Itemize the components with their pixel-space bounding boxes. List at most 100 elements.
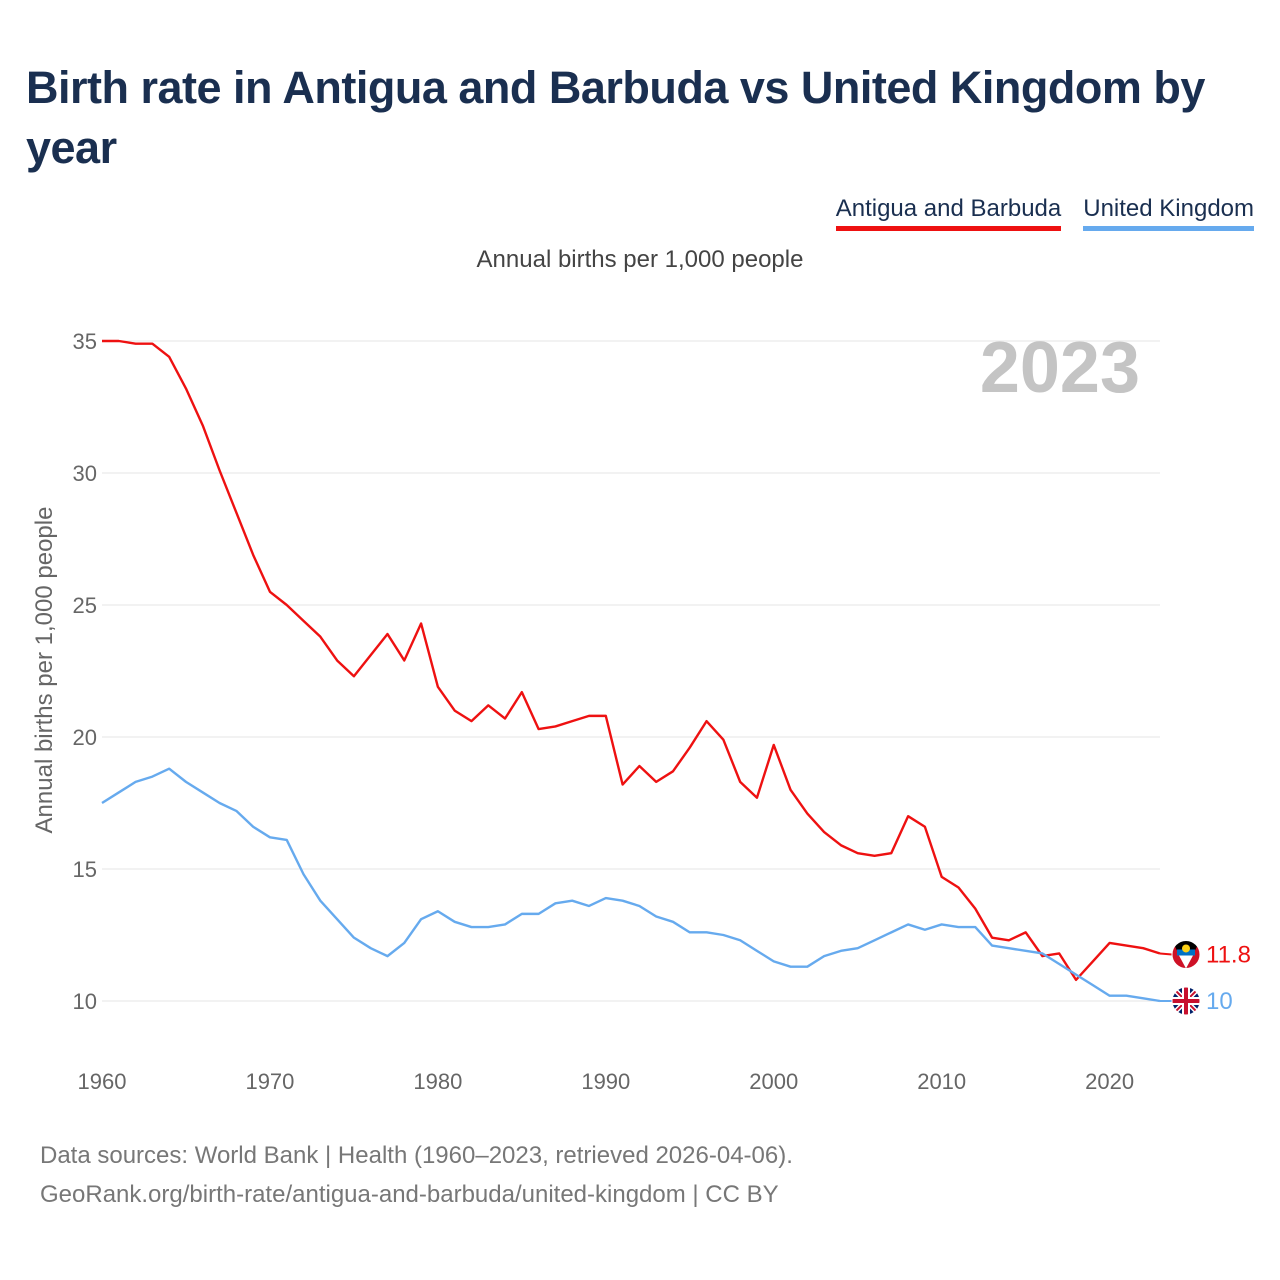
legend-item-united-kingdom[interactable]: United Kingdom — [1083, 195, 1254, 231]
data-point-united-kingdom — [452, 919, 458, 925]
data-point-united-kingdom — [855, 945, 861, 951]
data-point-antigua-and-barbuda — [1090, 958, 1096, 964]
data-point-united-kingdom — [1006, 945, 1012, 951]
end-marker-united-kingdom: 10 — [1160, 986, 1233, 1016]
end-marker-antigua-and-barbuda: 11.8 — [1159, 939, 1251, 969]
data-point-united-kingdom — [519, 911, 525, 917]
data-point-united-kingdom — [217, 800, 223, 806]
data-point-antigua-and-barbuda — [720, 737, 726, 743]
data-point-united-kingdom — [670, 919, 676, 925]
data-point-antigua-and-barbuda — [519, 689, 525, 695]
antigua-flag-icon — [1172, 940, 1200, 969]
data-point-united-kingdom — [301, 871, 307, 877]
data-point-united-kingdom — [704, 929, 710, 935]
data-point-antigua-and-barbuda — [1056, 950, 1062, 956]
y-tick-label: 20 — [73, 725, 97, 750]
data-point-united-kingdom — [435, 908, 441, 914]
data-point-antigua-and-barbuda — [468, 718, 474, 724]
x-axis-ticks: 1960 1970 1980 1990 2000 2010 2020 — [78, 1069, 1135, 1094]
data-point-united-kingdom — [771, 958, 777, 964]
y-tick-label: 10 — [73, 989, 97, 1014]
data-point-united-kingdom — [955, 924, 961, 930]
data-point-united-kingdom — [133, 779, 139, 785]
data-point-antigua-and-barbuda — [401, 657, 407, 663]
series-line-united-kingdom[interactable] — [101, 767, 1161, 1003]
data-point-united-kingdom — [149, 774, 155, 780]
data-point-antigua-and-barbuda — [620, 782, 626, 788]
data-point-united-kingdom — [687, 929, 693, 935]
data-point-united-kingdom — [99, 800, 105, 806]
data-point-antigua-and-barbuda — [1073, 977, 1079, 983]
series-line-antigua-and-barbuda[interactable] — [102, 339, 1161, 982]
data-point-antigua-and-barbuda — [1107, 940, 1113, 946]
data-point-united-kingdom — [1039, 950, 1045, 956]
end-value-label-antigua-and-barbuda: 11.8 — [1206, 941, 1251, 968]
y-tick-label: 15 — [73, 857, 97, 882]
data-point-antigua-and-barbuda — [754, 795, 760, 801]
data-point-united-kingdom — [922, 927, 928, 933]
data-point-united-kingdom — [872, 937, 878, 943]
data-point-antigua-and-barbuda — [586, 713, 592, 719]
data-point-united-kingdom — [972, 924, 978, 930]
data-point-united-kingdom — [636, 903, 642, 909]
x-tick-label: 2010 — [917, 1069, 966, 1094]
data-point-antigua-and-barbuda — [569, 718, 575, 724]
data-point-united-kingdom — [1107, 993, 1113, 999]
data-point-antigua-and-barbuda — [99, 338, 105, 344]
data-point-antigua-and-barbuda — [334, 657, 340, 663]
data-point-united-kingdom — [284, 837, 290, 843]
data-point-united-kingdom — [586, 903, 592, 909]
data-point-united-kingdom — [888, 929, 894, 935]
uk-flag-icon — [1172, 987, 1200, 1015]
data-point-antigua-and-barbuda — [788, 787, 794, 793]
data-point-antigua-and-barbuda — [200, 422, 206, 428]
data-point-antigua-and-barbuda — [485, 702, 491, 708]
x-tick-label: 1980 — [413, 1069, 462, 1094]
data-point-antigua-and-barbuda — [133, 341, 139, 347]
chart-title: Birth rate in Antigua and Barbuda vs Uni… — [26, 62, 1205, 173]
data-point-united-kingdom — [804, 964, 810, 970]
data-point-united-kingdom — [250, 824, 256, 830]
data-point-antigua-and-barbuda — [771, 742, 777, 748]
data-point-antigua-and-barbuda — [301, 618, 307, 624]
source-note: Data sources: World Bank | Health (1960–… — [40, 1136, 793, 1214]
x-tick-label: 2000 — [749, 1069, 798, 1094]
data-point-antigua-and-barbuda — [250, 552, 256, 558]
x-tick-label: 1970 — [245, 1069, 294, 1094]
data-point-antigua-and-barbuda — [183, 386, 189, 392]
data-point-antigua-and-barbuda — [888, 850, 894, 856]
data-point-united-kingdom — [905, 921, 911, 927]
data-point-antigua-and-barbuda — [737, 779, 743, 785]
data-point-antigua-and-barbuda — [418, 620, 424, 626]
data-point-united-kingdom — [200, 789, 206, 795]
data-point-united-kingdom — [166, 766, 172, 772]
legend-item-antigua-and-barbuda[interactable]: Antigua and Barbuda — [835, 195, 1062, 231]
data-point-antigua-and-barbuda — [317, 634, 323, 640]
x-tick-label: 1960 — [78, 1069, 127, 1094]
data-point-antigua-and-barbuda — [502, 716, 508, 722]
data-point-antigua-and-barbuda — [855, 850, 861, 856]
data-point-antigua-and-barbuda — [955, 884, 961, 890]
data-point-united-kingdom — [401, 940, 407, 946]
data-point-united-kingdom — [1140, 995, 1146, 1001]
data-point-antigua-and-barbuda — [384, 631, 390, 637]
data-point-antigua-and-barbuda — [217, 467, 223, 473]
end-value-label-united-kingdom: 10 — [1206, 988, 1233, 1015]
data-point-antigua-and-barbuda — [838, 842, 844, 848]
data-point-united-kingdom — [1056, 961, 1062, 967]
data-point-antigua-and-barbuda — [552, 723, 558, 729]
data-point-antigua-and-barbuda — [1140, 945, 1146, 951]
data-point-antigua-and-barbuda — [603, 713, 609, 719]
data-point-antigua-and-barbuda — [368, 652, 374, 658]
data-point-united-kingdom — [1073, 972, 1079, 978]
data-point-antigua-and-barbuda — [821, 829, 827, 835]
data-point-antigua-and-barbuda — [804, 811, 810, 817]
data-point-united-kingdom — [989, 943, 995, 949]
source-line-2[interactable]: GeoRank.org/birth-rate/antigua-and-barbu… — [40, 1181, 779, 1208]
series-lines — [101, 339, 1161, 1003]
data-point-united-kingdom — [468, 924, 474, 930]
data-point-united-kingdom — [552, 900, 558, 906]
data-point-antigua-and-barbuda — [267, 589, 273, 595]
data-point-united-kingdom — [603, 895, 609, 901]
data-point-antigua-and-barbuda — [989, 935, 995, 941]
